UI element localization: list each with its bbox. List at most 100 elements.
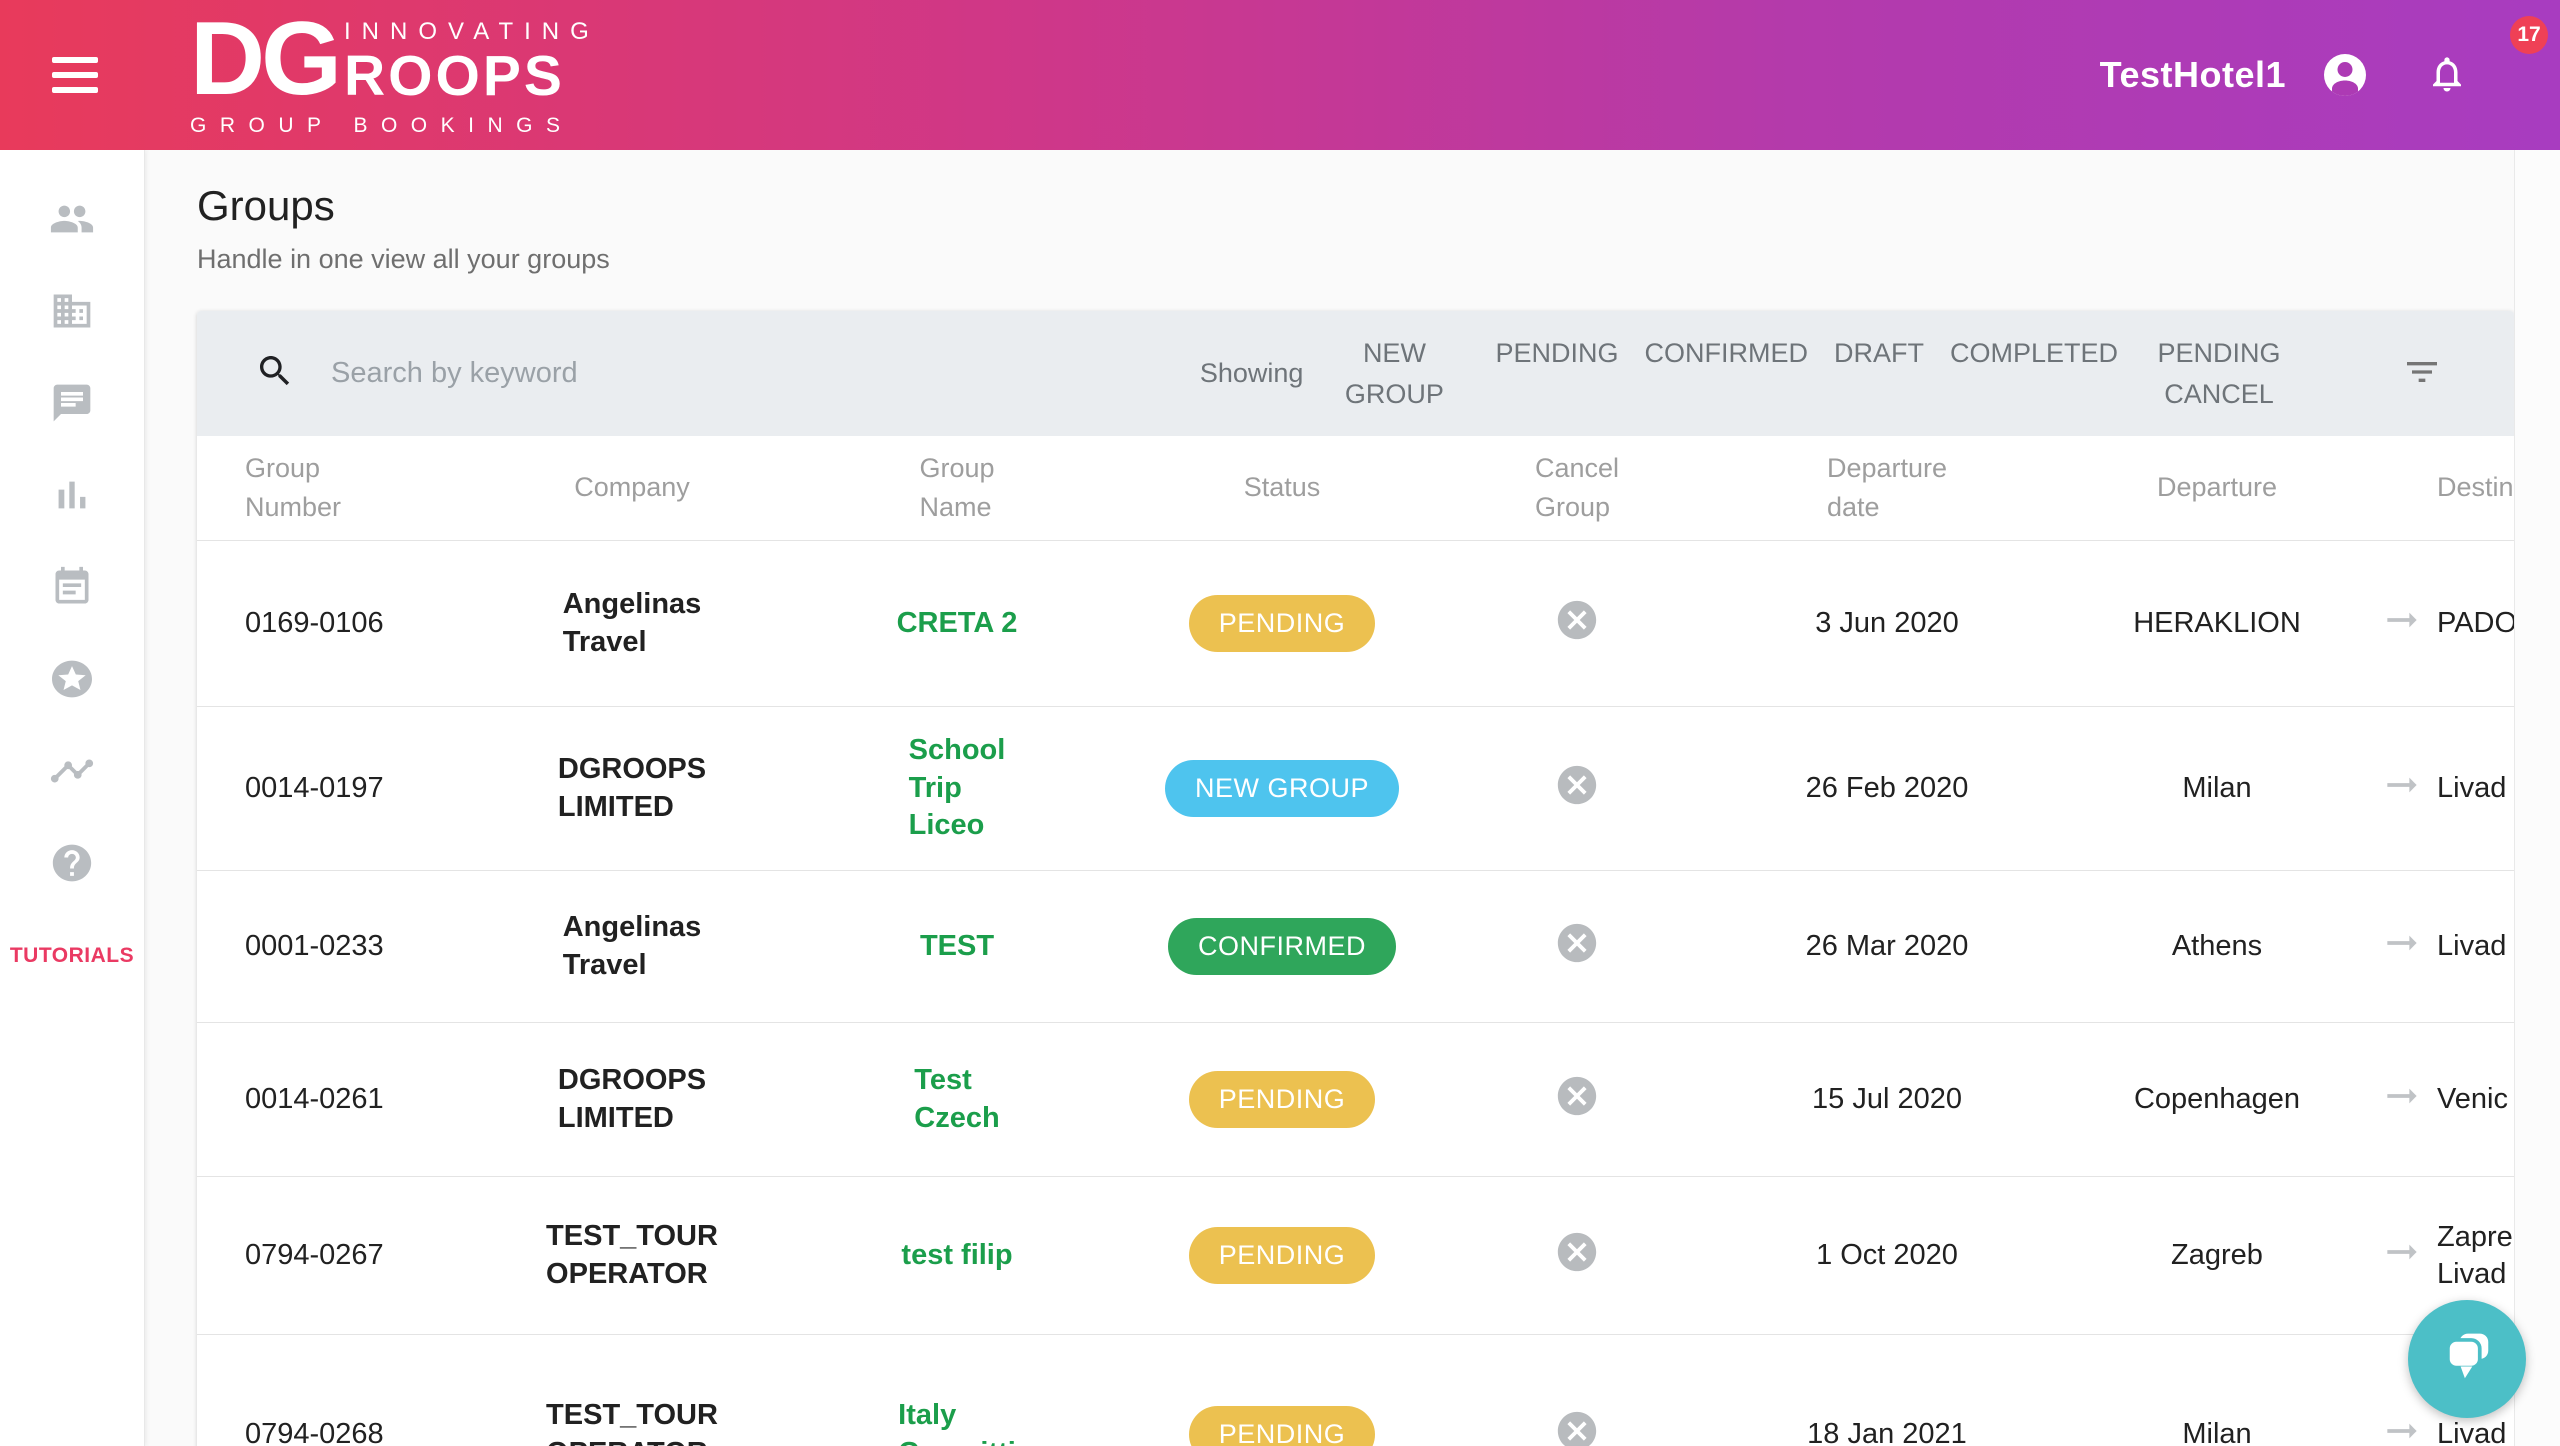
cancel-group-cell [1447,597,1707,651]
filter-chip[interactable]: CONFIRMED [1644,333,1808,374]
route-arrow-icon [2367,1409,2437,1446]
cancel-group-button[interactable] [1554,920,1600,966]
destination-cell: PADO [2437,607,2514,640]
company-cell: DGROOPS LIMITED [557,1063,707,1134]
logo-innovating-text: INNOVATING [344,18,600,46]
groups-table-card: Showing NEW GROUP PENDING CONFIRMED DRAFT CO… [197,311,2514,1446]
column-header-group-number: Group Number [245,452,342,522]
filter-chip[interactable]: DRAFT [1834,333,1924,374]
sidebar-item-groups[interactable] [0,174,145,266]
star-icon [48,657,96,704]
departure-date-cell: 3 Jun 2020 [1815,607,1959,639]
filter-chip[interactable]: NEW GROUP [1319,333,1469,414]
group-number-cell: 0001-0233 [245,930,384,962]
cancel-group-button[interactable] [1554,1073,1600,1119]
group-name-link[interactable]: School Trip Liceo [908,733,1006,842]
chat-icon [50,381,94,428]
sidebar-item-hotel[interactable] [0,266,145,358]
group-name-link[interactable]: Test Czech [914,1063,1000,1134]
cancel-group-cell [1447,762,1707,816]
table-body: 0169-0106 Angelinas Travel CRETA 2 PENDI… [197,541,2514,1446]
sidebar-item-statistics[interactable] [0,726,145,818]
bar-chart-icon [49,472,95,521]
status-cell: PENDING [1117,595,1447,652]
table-header-row: Group Number Company Group Name Status C… [197,436,2514,541]
departure-cell: Copenhagen [2133,1083,2301,1115]
cancel-group-cell [1447,920,1707,974]
notifications-bell-button[interactable] [2426,53,2468,98]
departure-date-cell: 18 Jan 2021 [1807,1418,1967,1446]
page-subtitle: Handle in one view all your groups [197,244,610,274]
table-row[interactable]: 0794-0268 TEST_TOUR OPERATOR Italy Coscr… [197,1335,2514,1446]
sidebar-item-help[interactable] [0,818,145,910]
filter-chip[interactable]: PENDING [1495,333,1618,374]
route-arrow-icon [2367,1074,2437,1126]
filter-button[interactable] [2402,352,2442,395]
status-badge: PENDING [1188,1071,1376,1128]
menu-hamburger-button[interactable] [52,57,98,93]
group-number-cell: 0794-0268 [245,1418,384,1446]
cancel-group-button[interactable] [1554,1408,1600,1446]
column-header-company: Company [574,472,690,503]
sidebar-item-reports[interactable] [0,450,145,542]
account-avatar-button[interactable] [2324,54,2366,96]
destination-cell: Livad [2437,930,2507,963]
timeline-icon [49,748,95,797]
hotel-building-icon [50,289,94,336]
group-name-link[interactable]: TEST [919,929,995,962]
group-name-link[interactable]: Italy Coscritti [898,1398,1016,1446]
cancel-group-cell [1447,1408,1707,1446]
account-name: TestHotel1 [2099,54,2286,95]
search-input[interactable] [331,357,1200,390]
cancel-group-button[interactable] [1554,1229,1600,1275]
tutorials-link[interactable]: TUTORIALS [9,944,135,967]
cancel-x-icon [1554,765,1600,811]
column-header-cancel-group: Cancel Group [1534,452,1620,522]
chat-widget-button[interactable] [2408,1300,2526,1418]
page-title: Groups [197,182,335,229]
group-name-link[interactable]: test filip [901,1238,1013,1271]
chat-bubbles-icon [2433,1324,2501,1395]
column-header-departure-date: Departure date [1826,452,1948,522]
sidebar-item-messages[interactable] [0,358,145,450]
departure-cell: HERAKLION [2133,607,2301,639]
column-header-status: Status [1243,472,1321,503]
table-row[interactable]: 0014-0261 DGROOPS LIMITED Test Czech PEN… [197,1023,2514,1177]
destination-cell: Venic [2437,1083,2508,1116]
cancel-x-icon [1554,1076,1600,1122]
departure-cell: Milan [2182,1418,2252,1446]
table-row[interactable]: 0794-0267 TEST_TOUR OPERATOR test filip … [197,1177,2514,1335]
cancel-group-button[interactable] [1554,762,1600,808]
status-cell: CONFIRMED [1117,918,1447,975]
table-row[interactable]: 0001-0233 Angelinas Travel TEST CONFIRME… [197,871,2514,1023]
destination-cell: Zapre Livad [2437,1221,2513,1290]
status-cell: PENDING [1117,1071,1447,1128]
departure-cell: Zagreb [2171,1239,2263,1271]
dgroops-logo: DG INNOVATING ROOPS GROUP BOOKINGS [190,7,600,138]
column-header-departure: Departure [2156,472,2278,503]
status-badge: PENDING [1188,1406,1376,1446]
column-header-destination: Destination [2437,472,2514,503]
group-name-link[interactable]: CRETA 2 [896,606,1018,639]
route-arrow-icon [2367,1230,2437,1282]
filter-chip[interactable]: PENDING CANCEL [2144,333,2294,414]
status-badge: PENDING [1188,595,1376,652]
bell-icon [2426,56,2468,98]
status-badge: CONFIRMED [1168,918,1396,975]
table-row[interactable]: 0169-0106 Angelinas Travel CRETA 2 PENDI… [197,541,2514,707]
sidebar-item-calendar[interactable] [0,542,145,634]
status-cell: NEW GROUP [1117,760,1447,817]
table-row[interactable]: 0014-0197 DGROOPS LIMITED School Trip Li… [197,707,2514,871]
filter-chip[interactable]: COMPLETED [1950,333,2118,374]
right-gutter [2514,150,2560,1446]
status-cell: PENDING [1117,1227,1447,1284]
company-cell: Angelinas Travel [562,587,702,658]
logo-tagline-text: GROUP BOOKINGS [190,114,574,138]
notification-count-badge[interactable]: 17 [2510,16,2548,54]
event-calendar-icon [50,565,94,612]
departure-date-cell: 15 Jul 2020 [1812,1083,1962,1115]
sidebar-item-featured[interactable] [0,634,145,726]
departure-date-cell: 1 Oct 2020 [1816,1239,1958,1271]
company-cell: TEST_TOUR OPERATOR [546,1219,718,1290]
cancel-group-button[interactable] [1554,597,1600,643]
